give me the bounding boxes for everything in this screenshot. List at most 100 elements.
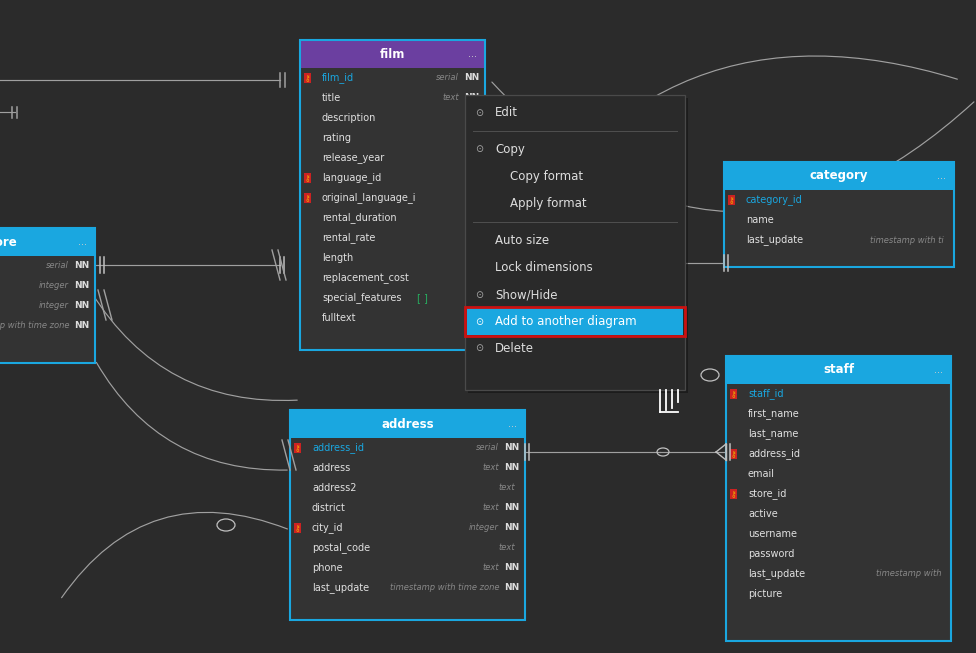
Bar: [290, 410, 525, 438]
Text: name: name: [746, 215, 774, 225]
Bar: [300, 40, 485, 68]
Text: text: text: [499, 543, 515, 552]
Bar: [465, 95, 685, 390]
Text: category: category: [810, 170, 869, 182]
Text: ⚷: ⚷: [731, 449, 736, 458]
Bar: [724, 162, 954, 190]
Bar: [294, 443, 301, 453]
Bar: [726, 356, 951, 384]
Text: text: text: [482, 564, 499, 573]
Bar: [730, 389, 737, 399]
Text: Auto size: Auto size: [495, 234, 549, 247]
Text: NN: NN: [504, 524, 519, 532]
Text: category_id: category_id: [746, 195, 802, 206]
Text: address: address: [312, 463, 350, 473]
Text: NN: NN: [504, 584, 519, 592]
Bar: [0, 228, 95, 363]
Text: NN: NN: [504, 443, 519, 453]
Text: Show/Hide: Show/Hide: [495, 288, 557, 301]
Text: NN: NN: [74, 321, 89, 330]
Text: NN: NN: [464, 74, 479, 82]
Text: language_id: language_id: [322, 172, 382, 183]
Bar: [300, 68, 485, 350]
Text: picture: picture: [748, 589, 782, 599]
Bar: [467, 308, 683, 335]
Text: Edit: Edit: [495, 106, 518, 119]
Text: staff: staff: [823, 364, 854, 377]
Text: postal_code: postal_code: [312, 543, 370, 554]
Bar: [294, 523, 301, 533]
Text: special_features: special_features: [322, 293, 401, 304]
Text: staff_id: staff_id: [748, 389, 784, 400]
Text: ⚷: ⚷: [305, 174, 310, 182]
Text: NN: NN: [464, 93, 479, 103]
Bar: [304, 173, 311, 183]
Text: NN: NN: [74, 261, 89, 270]
Text: ...ore: ...ore: [0, 236, 18, 249]
Bar: [304, 193, 311, 203]
Text: last_update: last_update: [748, 569, 805, 579]
Bar: [730, 449, 737, 459]
Text: ⊙: ⊙: [475, 343, 483, 353]
Text: timestamp with time zone: timestamp with time zone: [389, 584, 499, 592]
Text: Copy: Copy: [495, 143, 525, 156]
Text: NN: NN: [504, 464, 519, 473]
Text: store_id: store_id: [748, 488, 787, 500]
Text: film: film: [380, 48, 405, 61]
Text: NN: NN: [504, 564, 519, 573]
Text: timestamp with ti: timestamp with ti: [871, 236, 944, 244]
Text: address_id: address_id: [748, 449, 800, 460]
Text: text: text: [442, 93, 459, 103]
Text: timestamp with time zone: timestamp with time zone: [0, 321, 69, 330]
Bar: [724, 190, 954, 267]
Text: integer: integer: [39, 281, 69, 291]
Bar: [724, 162, 954, 267]
Text: district: district: [312, 503, 346, 513]
Text: ⚷: ⚷: [305, 74, 310, 82]
Text: description: description: [322, 113, 377, 123]
Bar: [465, 307, 685, 336]
Text: serial: serial: [476, 443, 499, 453]
Text: Lock dimensions: Lock dimensions: [495, 261, 592, 274]
Text: replacement_cost: replacement_cost: [322, 272, 409, 283]
Text: text: text: [482, 503, 499, 513]
Bar: [726, 356, 951, 641]
Bar: [728, 195, 735, 205]
Text: ...: ...: [508, 419, 517, 429]
Text: integer: integer: [469, 524, 499, 532]
Text: ...: ...: [937, 171, 946, 181]
Text: [ ]: [ ]: [417, 293, 427, 303]
Text: NN: NN: [74, 302, 89, 310]
Bar: [304, 73, 311, 83]
Text: ⚷: ⚷: [731, 389, 736, 398]
Bar: [0, 256, 95, 363]
Text: ⊙: ⊙: [475, 144, 483, 155]
Bar: [0, 228, 95, 256]
Text: rental_rate: rental_rate: [322, 232, 376, 244]
Text: phone: phone: [312, 563, 343, 573]
Text: address_id: address_id: [312, 443, 364, 453]
Bar: [300, 40, 485, 350]
Text: length: length: [322, 253, 353, 263]
Text: original_language_i: original_language_i: [322, 193, 417, 204]
Text: ⚷: ⚷: [295, 443, 301, 453]
Text: title: title: [322, 93, 342, 103]
Text: integer: integer: [39, 302, 69, 310]
Text: ⚷: ⚷: [731, 490, 736, 498]
Text: Apply format: Apply format: [510, 197, 587, 210]
Text: release_year: release_year: [322, 153, 385, 163]
Text: Delete: Delete: [495, 342, 534, 355]
Text: email: email: [748, 469, 775, 479]
Text: ...: ...: [468, 49, 477, 59]
Text: ⚷: ⚷: [729, 195, 734, 204]
Bar: [468, 98, 688, 393]
Text: fulltext: fulltext: [322, 313, 356, 323]
Text: ...: ...: [934, 365, 943, 375]
Text: username: username: [748, 529, 797, 539]
Text: text: text: [482, 464, 499, 473]
Text: last_update: last_update: [746, 234, 803, 246]
Text: address: address: [382, 417, 433, 430]
Text: serial: serial: [46, 261, 69, 270]
Text: last_name: last_name: [748, 428, 798, 439]
Text: address2: address2: [312, 483, 356, 493]
